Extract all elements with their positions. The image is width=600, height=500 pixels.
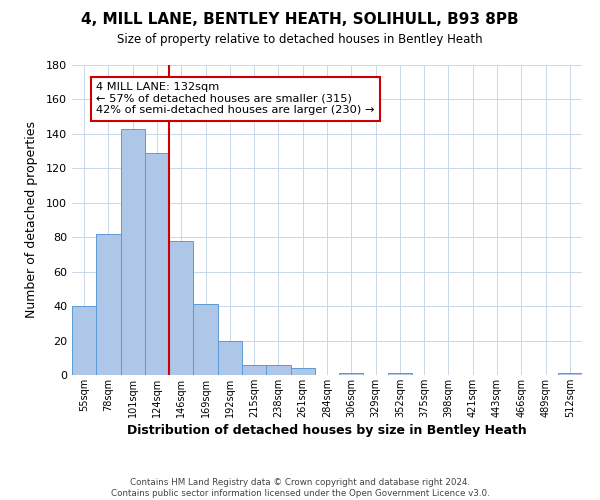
Text: 4 MILL LANE: 132sqm
← 57% of detached houses are smaller (315)
42% of semi-detac: 4 MILL LANE: 132sqm ← 57% of detached ho… — [96, 82, 374, 116]
Bar — [169, 240, 193, 375]
Bar — [339, 374, 364, 375]
Y-axis label: Number of detached properties: Number of detached properties — [25, 122, 38, 318]
Bar — [72, 306, 96, 375]
Text: Contains HM Land Registry data © Crown copyright and database right 2024.
Contai: Contains HM Land Registry data © Crown c… — [110, 478, 490, 498]
Text: 4, MILL LANE, BENTLEY HEATH, SOLIHULL, B93 8PB: 4, MILL LANE, BENTLEY HEATH, SOLIHULL, B… — [81, 12, 519, 28]
Bar — [218, 340, 242, 375]
Bar — [193, 304, 218, 375]
Bar — [121, 128, 145, 375]
Bar — [266, 364, 290, 375]
Bar — [388, 374, 412, 375]
Text: Size of property relative to detached houses in Bentley Heath: Size of property relative to detached ho… — [117, 32, 483, 46]
Bar — [242, 364, 266, 375]
Bar — [558, 374, 582, 375]
X-axis label: Distribution of detached houses by size in Bentley Heath: Distribution of detached houses by size … — [127, 424, 527, 437]
Bar — [290, 368, 315, 375]
Bar — [96, 234, 121, 375]
Bar — [145, 153, 169, 375]
